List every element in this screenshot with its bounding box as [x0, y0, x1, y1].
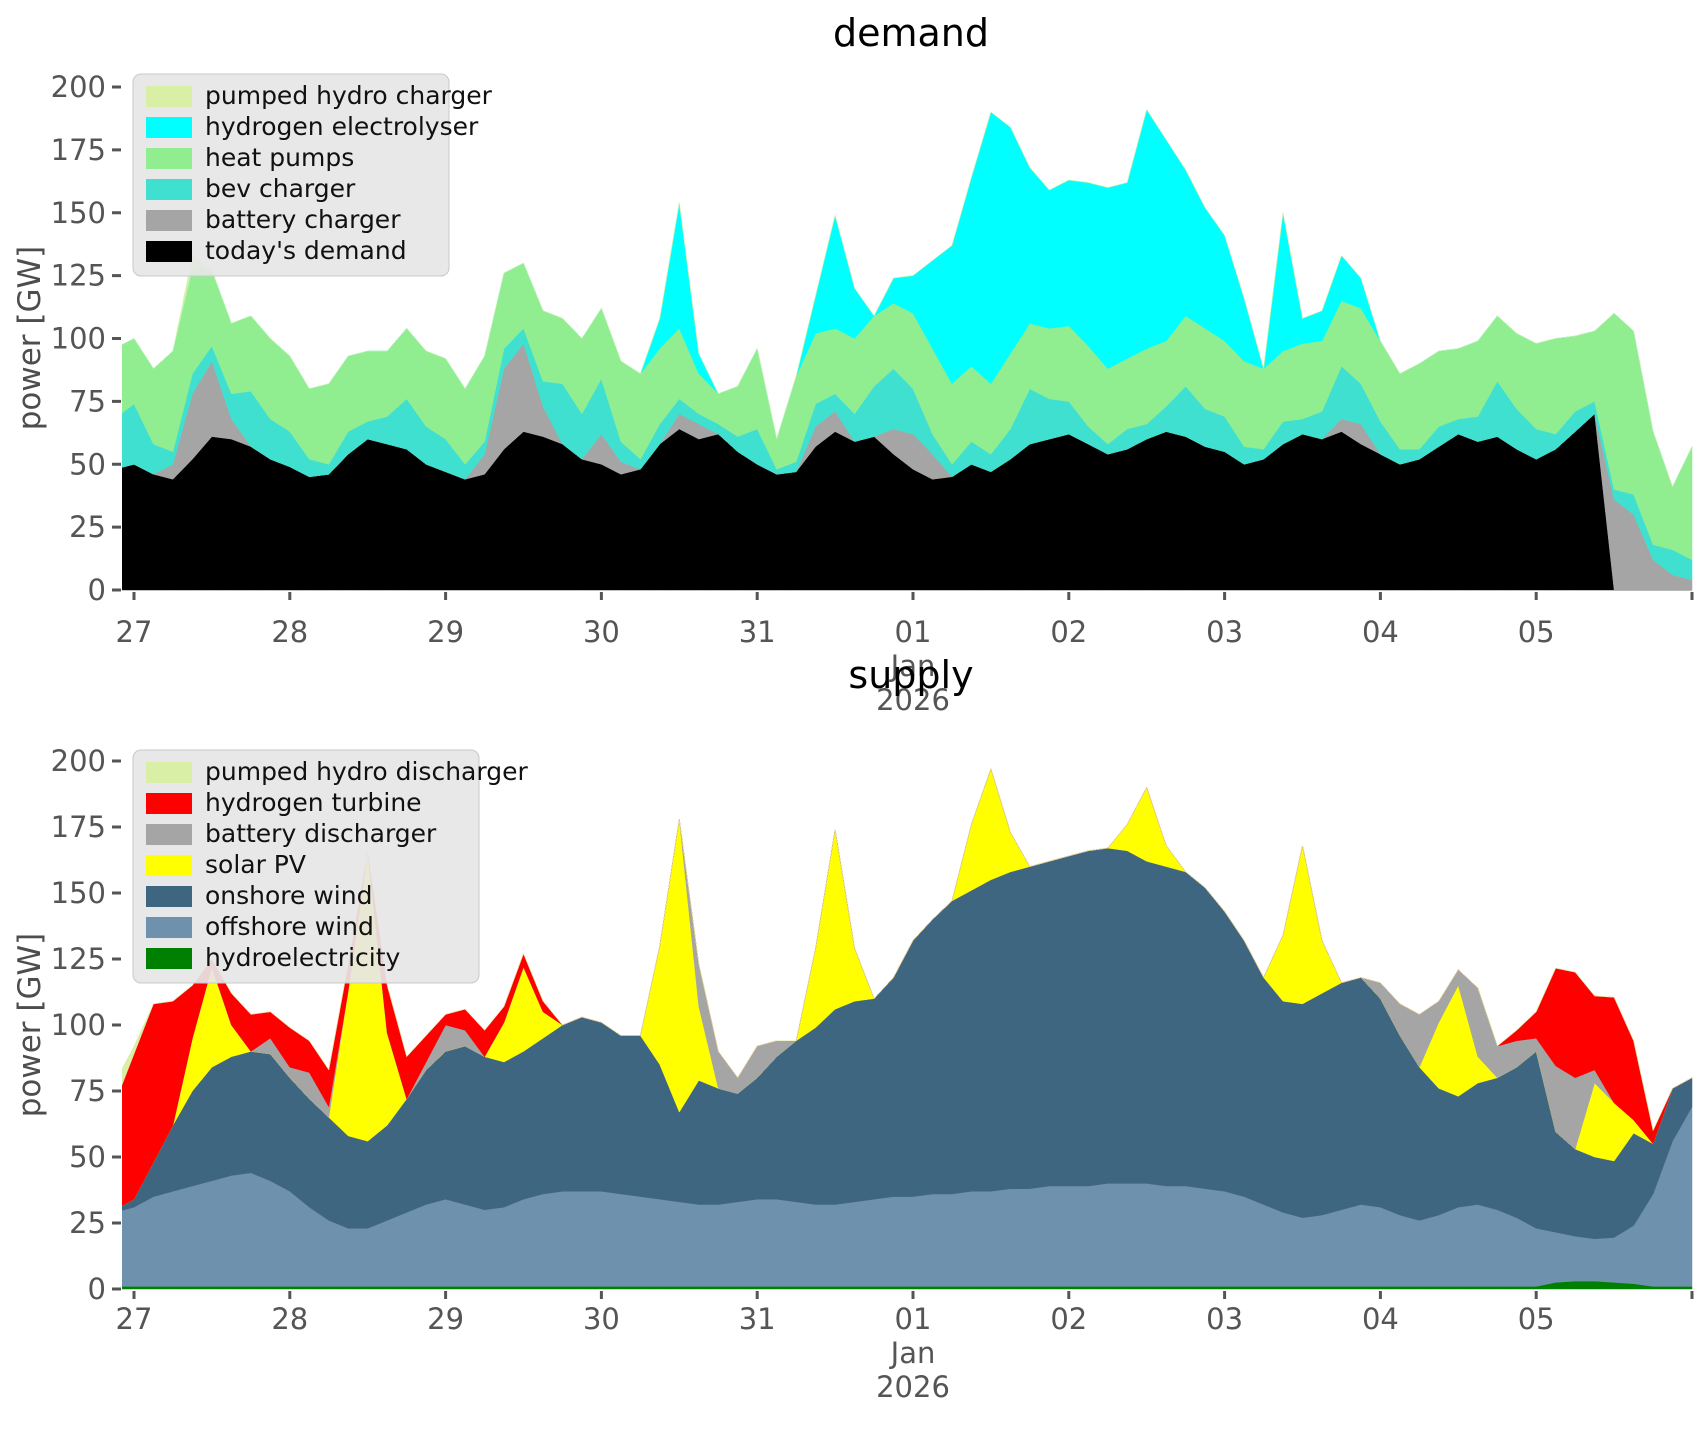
legend-swatch-battery-discharger	[146, 824, 192, 845]
demand-area-stack	[122, 108, 1693, 591]
legend-swatch-battery-charger	[146, 210, 192, 231]
supply-axes: 0 25 50 75 100 125 150 175 200 27 28 29 30 31 01 02 03 04…	[51, 744, 1694, 1404]
legend-item: hydroelectricity	[146, 943, 401, 972]
legend-label: offshore wind	[205, 912, 374, 941]
legend-label: onshore wind	[205, 881, 372, 910]
y-tick-label: 75	[69, 1074, 106, 1108]
legend-label: hydrogen turbine	[205, 788, 422, 817]
legend-item: bev charger	[146, 174, 356, 203]
supply-area-stack	[122, 768, 1693, 1290]
y-tick-label: 100	[51, 322, 106, 356]
demand-axes: 0 25 50 75 100 125 150 175 200 27 28 29 30 31 01 02 03 04…	[51, 70, 1694, 717]
supply-chart-title: supply	[848, 653, 973, 697]
legend-item: hydrogen turbine	[146, 788, 422, 817]
legend-label: hydrogen electrolyser	[205, 112, 479, 141]
legend-item: battery discharger	[146, 819, 437, 848]
x-tick-label: 29	[427, 1302, 464, 1336]
y-tick-label: 175	[51, 810, 106, 844]
y-tick-label: 50	[69, 1140, 106, 1174]
legend-item: offshore wind	[146, 912, 374, 941]
x-tick-label: 31	[739, 615, 776, 649]
legend-swatch-today-s-demand	[146, 241, 192, 262]
legend-item: battery charger	[146, 205, 401, 234]
y-tick-label: 175	[51, 133, 106, 167]
x-axis-month-label: Jan	[889, 649, 936, 683]
y-tick-label: 150	[51, 876, 106, 910]
y-tick-label: 200	[51, 744, 106, 778]
legend-label: solar PV	[205, 850, 306, 879]
x-tick-label: 01	[895, 615, 932, 649]
x-tick-label: 29	[427, 615, 464, 649]
legend-swatch-hydrogen-electrolyser	[146, 117, 192, 138]
y-tick-label: 100	[51, 1008, 106, 1042]
y-tick-label: 0	[88, 1272, 106, 1306]
x-tick-label: 04	[1362, 615, 1399, 649]
legend-item: today's demand	[146, 236, 407, 265]
x-tick-label: 04	[1362, 1302, 1399, 1336]
legend-swatch-hydrogen-turbine	[146, 793, 192, 814]
x-tick-label: 02	[1050, 615, 1087, 649]
legend-item: onshore wind	[146, 881, 372, 910]
x-tick-label: 05	[1518, 1302, 1555, 1336]
legend-item: pumped hydro discharger	[146, 757, 528, 786]
area-pumped-hydro-discharger	[122, 768, 1693, 1132]
legend-swatch-pumped-hydro-charger	[146, 86, 192, 107]
x-tick-label: 05	[1518, 615, 1555, 649]
legend-item: solar PV	[146, 850, 306, 879]
legend-swatch-solar-pv	[146, 855, 192, 876]
legend-swatch-hydroelectricity	[146, 948, 192, 969]
legend-label: bev charger	[205, 174, 356, 203]
legend-label: today's demand	[205, 236, 407, 265]
x-tick-label: 03	[1206, 1302, 1243, 1336]
area-pumped-hydro-charger	[122, 108, 1693, 488]
legend-item: heat pumps	[146, 143, 354, 172]
x-axis-month-label: 2026	[876, 683, 950, 717]
x-axis-month-label: 2026	[876, 1370, 950, 1404]
legend-label: battery discharger	[205, 819, 437, 848]
legend-swatch-pumped-hydro-discharger	[146, 762, 192, 783]
legend-label: pumped hydro charger	[205, 81, 493, 110]
y-tick-label: 125	[51, 942, 106, 976]
legend-swatch-onshore-wind	[146, 886, 192, 907]
x-tick-label: 02	[1050, 1302, 1087, 1336]
legend-box	[132, 73, 450, 277]
x-tick-label: 27	[116, 615, 153, 649]
x-tick-label: 28	[271, 615, 308, 649]
y-tick-label: 25	[69, 510, 106, 544]
legend-label: heat pumps	[205, 143, 354, 172]
x-tick-label: 01	[895, 1302, 932, 1336]
legend-item: hydrogen electrolyser	[146, 112, 479, 141]
supply-y-axis-label: power [GW]	[12, 933, 48, 1118]
legend-label: hydroelectricity	[205, 943, 401, 972]
y-tick-label: 125	[51, 259, 106, 293]
legend-label: battery charger	[205, 205, 401, 234]
y-tick-label: 0	[88, 573, 106, 607]
y-tick-label: 75	[69, 384, 106, 418]
x-tick-label: 30	[583, 615, 620, 649]
x-tick-label: 03	[1206, 615, 1243, 649]
demand-y-axis-label: power [GW]	[12, 246, 48, 431]
legend-swatch-offshore-wind	[146, 917, 192, 938]
demand-chart-title: demand	[833, 11, 989, 55]
legend-swatch-bev-charger	[146, 179, 192, 200]
y-tick-label: 50	[69, 447, 106, 481]
legend-box	[132, 749, 480, 984]
x-axis-month-label: Jan	[889, 1336, 936, 1370]
y-tick-label: 25	[69, 1206, 106, 1240]
legend-label: pumped hydro discharger	[205, 757, 528, 786]
x-tick-label: 30	[583, 1302, 620, 1336]
x-tick-label: 31	[739, 1302, 776, 1336]
y-tick-label: 150	[51, 196, 106, 230]
x-tick-label: 27	[116, 1302, 153, 1336]
y-tick-label: 200	[51, 70, 106, 104]
x-tick-label: 28	[271, 1302, 308, 1336]
legend-item: pumped hydro charger	[146, 81, 493, 110]
legend-swatch-heat-pumps	[146, 148, 192, 169]
